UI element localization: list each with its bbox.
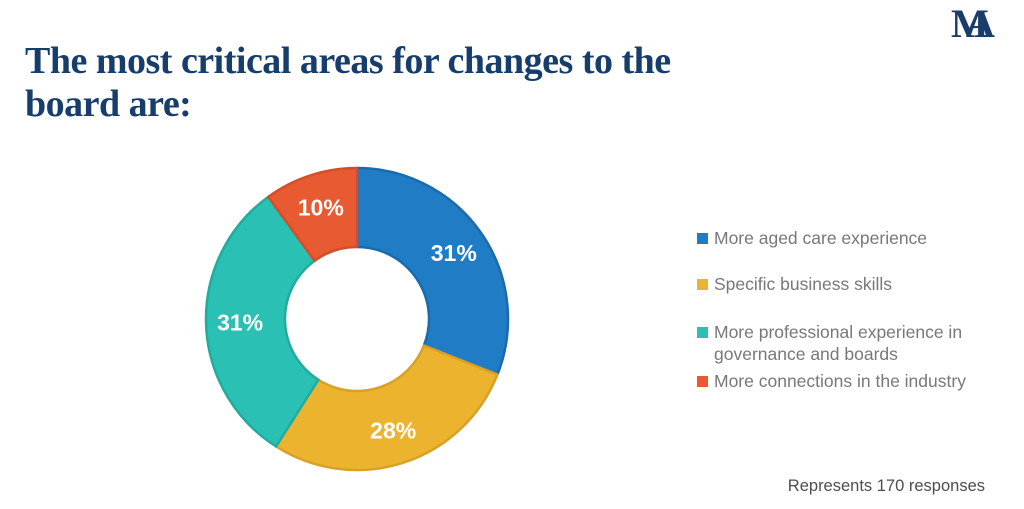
legend-item-aged-care-experience: More aged care experience	[697, 227, 997, 249]
slice-label-professional-experience-governance: 31%	[217, 310, 263, 336]
legend-marker-connections-industry	[697, 376, 708, 387]
chart-legend: More aged care experience Specific busin…	[697, 227, 997, 392]
title-line-1: The most critical areas for changes to t…	[25, 40, 671, 82]
brand-logo: M A	[951, 4, 1001, 50]
legend-item-specific-business-skills: Specific business skills	[697, 273, 997, 295]
page-title: The most critical areas for changes to t…	[25, 40, 925, 126]
donut-chart: 31% 28% 31% 10%	[204, 166, 510, 472]
donut-slice-connections-industry	[266, 166, 359, 262]
legend-item-connections-industry: More connections in the industry	[697, 370, 997, 392]
logo-letter-a: A	[966, 1, 995, 46]
slice-label-aged-care-experience: 31%	[431, 240, 477, 266]
legend-label-connections-industry: More connections in the industry	[714, 371, 966, 391]
legend-marker-professional-experience-governance	[697, 327, 708, 338]
slice-label-connections-industry: 10%	[298, 195, 344, 221]
logo-letter-m: M	[951, 1, 989, 46]
response-count-note: Represents 170 responses	[787, 477, 985, 495]
donut-slice-specific-business-skills	[274, 344, 499, 472]
legend-marker-aged-care-experience	[697, 233, 708, 244]
legend-label-professional-experience-governance: More professional experience in governan…	[714, 322, 963, 364]
legend-marker-specific-business-skills	[697, 279, 708, 290]
donut-slice-aged-care-experience	[355, 166, 510, 376]
legend-label-specific-business-skills: Specific business skills	[714, 274, 892, 294]
title-line-2: board are:	[25, 83, 192, 125]
legend-label-aged-care-experience: More aged care experience	[714, 228, 928, 248]
legend-item-professional-experience-governance: More professional experience in governan…	[697, 321, 997, 365]
slice-label-specific-business-skills: 28%	[370, 417, 416, 443]
donut-slice-professional-experience-governance	[204, 195, 320, 448]
